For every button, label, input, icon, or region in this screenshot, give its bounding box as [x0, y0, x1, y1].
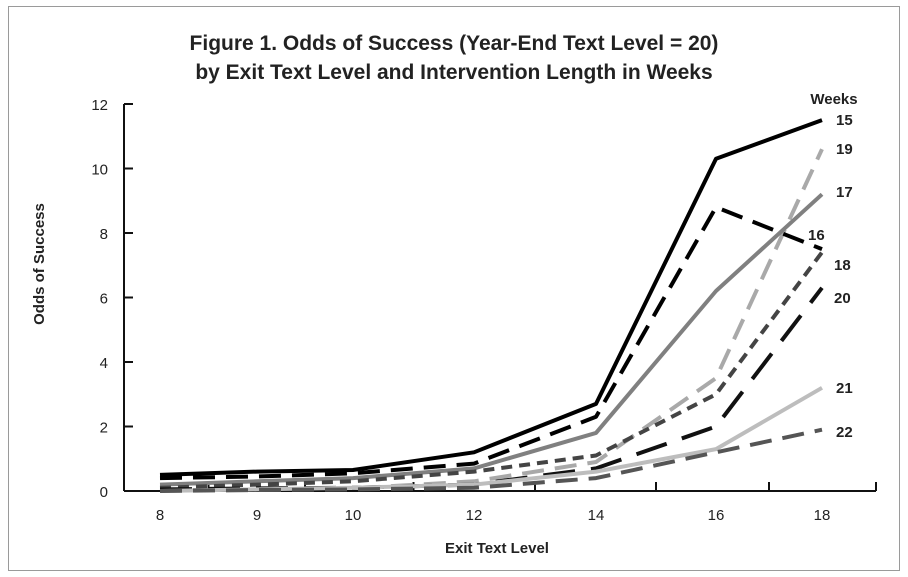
- series-line-17: [159, 192, 824, 487]
- y-tick-label: 6: [100, 291, 108, 308]
- y-tick-label: 2: [100, 420, 108, 437]
- x-tick-label: 10: [345, 507, 362, 524]
- y-tick-label: 10: [91, 162, 108, 179]
- y-axis-label: Odds of Success: [31, 203, 48, 325]
- series-line-18: [159, 251, 824, 490]
- series-label-20: 20: [834, 290, 851, 307]
- chart-title-line-1: Figure 1. Odds of Success (Year-End Text…: [189, 32, 719, 55]
- y-tick-label: 8: [100, 226, 108, 243]
- series-line-15: [159, 118, 823, 477]
- x-tick-label: 9: [253, 507, 261, 524]
- series-line-21: [159, 386, 824, 493]
- series-label-22: 22: [836, 424, 853, 441]
- x-axis-label: Exit Text Level: [445, 540, 549, 557]
- series-label-18: 18: [834, 257, 851, 274]
- series-label-19: 19: [836, 141, 853, 158]
- series-label-17: 17: [836, 184, 853, 201]
- series-layer: [159, 118, 824, 493]
- series-labels: 15 19 17 16 18 20 21 22: [808, 112, 853, 441]
- x-tick-label: 12: [466, 507, 483, 524]
- x-tick-label: 14: [588, 507, 605, 524]
- series-label-21: 21: [836, 380, 853, 397]
- y-tick-label: 12: [91, 97, 108, 114]
- series-label-16: 16: [808, 227, 825, 244]
- chart-frame: [8, 6, 900, 571]
- series-label-15: 15: [836, 112, 853, 129]
- x-tick-label: 18: [814, 507, 831, 524]
- y-tick-label: 0: [100, 484, 108, 501]
- series-line-22: [159, 427, 823, 493]
- series-line-16: [159, 205, 823, 481]
- series-line-19: [159, 148, 824, 493]
- legend-title: Weeks: [810, 91, 857, 108]
- chart-title-line-2: by Exit Text Level and Intervention Leng…: [195, 61, 713, 84]
- x-tick-label: 8: [156, 507, 164, 524]
- y-tick-label: 4: [100, 355, 108, 372]
- x-tick-label: 16: [708, 507, 725, 524]
- axes: 0 2 4 6 8 10 12 8 9 10 12 14 16 18: [91, 97, 877, 524]
